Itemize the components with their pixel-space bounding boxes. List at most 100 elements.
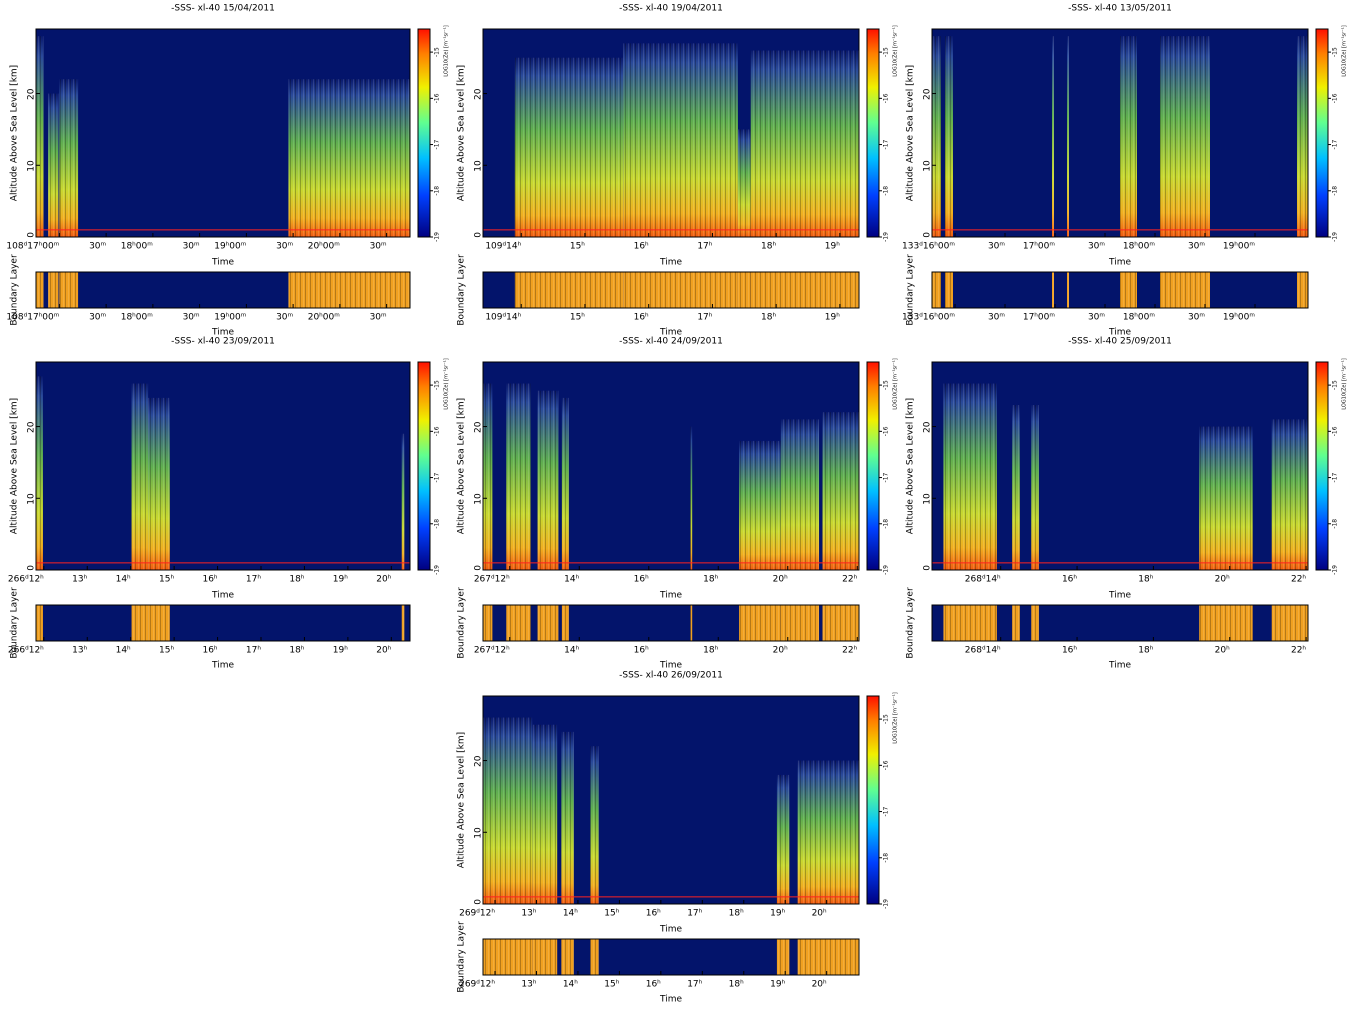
panel-title: -SSS- xl-40 25/09/2011 — [1068, 337, 1172, 347]
y-axis-label: Altitude Above Sea Level [km] — [906, 65, 916, 201]
colorbar-tick-label: -17 — [883, 139, 890, 149]
strip-x-tick-label: 266ᵈ12ʰ — [8, 646, 44, 656]
panel-title: -SSS- xl-40 24/09/2011 — [619, 337, 723, 347]
colorbar-tick-label: -17 — [434, 472, 441, 482]
colorbar-label: LOG10(Ze) [m⁻¹sr⁻¹] — [893, 358, 899, 410]
panel-title: -SSS- xl-40 19/04/2011 — [619, 4, 723, 14]
echo-texture — [738, 129, 751, 237]
strip-x-tick-label: 18ʰ — [703, 646, 718, 656]
y-tick-label: 0 — [923, 232, 933, 238]
x-tick-label: 18ʰ — [761, 242, 776, 252]
colorbar-tick-label: -15 — [434, 47, 441, 57]
x-tick-label: 16ʰ — [634, 575, 649, 585]
strip-x-tick-label: 20ʰ — [812, 980, 827, 990]
strip-x-tick-label: 22ʰ — [842, 646, 857, 656]
colorbar — [867, 696, 879, 904]
strip-x-tick-label: 16ʰ — [202, 646, 217, 656]
panel-title: -SSS- xl-40 13/05/2011 — [1068, 4, 1172, 14]
strip-x-tick-label: 30ᵐ — [183, 313, 200, 323]
boundary-texture — [798, 939, 859, 975]
strip-x-tick-label: 15ʰ — [604, 980, 619, 990]
y-axis-label: Altitude Above Sea Level [km] — [457, 398, 467, 534]
colorbar-label: LOG10(Ze) [m⁻¹sr⁻¹] — [1342, 25, 1348, 77]
colorbar-label: LOG10(Ze) [m⁻¹sr⁻¹] — [893, 692, 899, 744]
y-tick-label: 10 — [474, 827, 484, 839]
colorbar-tick-label: -16 — [883, 93, 890, 103]
colorbar-tick-label: -18 — [434, 519, 441, 529]
echo-texture — [132, 384, 149, 570]
strip-x-tick-label: 13ʰ — [521, 980, 536, 990]
x-tick-label: 15ʰ — [570, 242, 585, 252]
x-tick-label: 30ᵐ — [370, 242, 387, 252]
x-axis-label: Time — [659, 258, 682, 268]
strip-x-tick-label: 18ʰ00ᵐ — [121, 313, 154, 323]
boundary-texture — [751, 272, 859, 308]
echo-texture — [483, 718, 532, 904]
panel: -SSS- xl-40 24/09/201101020Altitude Abov… — [457, 337, 899, 671]
colorbar-tick-label: -18 — [1332, 186, 1339, 196]
colorbar-tick-label: -15 — [1332, 47, 1339, 57]
colorbar-tick-label: -19 — [1332, 232, 1339, 242]
y-tick-label: 20 — [27, 88, 37, 100]
panel-title: -SSS- xl-40 26/09/2011 — [619, 671, 723, 681]
boundary-texture — [690, 605, 692, 641]
echo-texture — [515, 58, 623, 237]
strip-x-tick-label: 15ʰ — [159, 646, 174, 656]
strip-x-axis-label: Time — [1108, 661, 1131, 671]
strip-x-tick-label: 19ʰ00ᵐ — [214, 313, 247, 323]
colorbar-tick-label: -18 — [1332, 519, 1339, 529]
strip-y-label: Boundary Layer — [457, 587, 467, 659]
y-tick-label: 10 — [474, 493, 484, 505]
x-tick-label: 18ʰ00ᵐ — [1123, 242, 1156, 252]
strip-x-tick-label: 14ʰ — [116, 646, 131, 656]
echo-texture — [1297, 36, 1308, 237]
y-axis-label: Altitude Above Sea Level [km] — [10, 398, 20, 534]
echo-texture — [1199, 427, 1252, 570]
echo-texture — [1272, 419, 1308, 570]
x-tick-label: 108ᵈ17ʰ00ᵐ — [6, 242, 59, 252]
boundary-texture — [515, 272, 623, 308]
panel-title: -SSS- xl-40 23/09/2011 — [171, 337, 275, 347]
x-tick-label: 17ʰ00ᵐ — [1023, 242, 1056, 252]
echo-texture — [506, 384, 530, 570]
y-tick-label: 0 — [474, 899, 484, 905]
y-axis-label: Altitude Above Sea Level [km] — [10, 65, 20, 201]
boundary-texture — [1067, 272, 1069, 308]
x-tick-label: 14ʰ — [564, 575, 579, 585]
colorbar-tick-label: -19 — [434, 565, 441, 575]
x-tick-label: 20ʰ — [812, 909, 827, 919]
boundary-texture — [1297, 272, 1308, 308]
colorbar-tick-label: -19 — [434, 232, 441, 242]
colorbar-tick-label: -18 — [434, 186, 441, 196]
strip-x-tick-label: 268ᵈ14ʰ — [965, 646, 1001, 656]
colorbar-tick-label: -16 — [883, 760, 890, 770]
strip-x-tick-label: 30ᵐ — [1188, 313, 1205, 323]
boundary-texture — [1199, 605, 1252, 641]
x-tick-label: 19ʰ00ᵐ — [214, 242, 247, 252]
x-tick-label: 14ʰ — [116, 575, 131, 585]
colorbar-tick-label: -18 — [883, 853, 890, 863]
x-tick-label: 266ᵈ12ʰ — [8, 575, 44, 585]
x-tick-label: 17ʰ — [687, 909, 702, 919]
strip-x-tick-label: 269ᵈ12ʰ — [459, 980, 495, 990]
strip-x-tick-label: 17ʰ00ᵐ — [1023, 313, 1056, 323]
colorbar-tick-label: -17 — [883, 806, 890, 816]
echo-texture — [823, 412, 859, 570]
strip-x-tick-label: 109ᵈ14ʰ — [485, 313, 521, 323]
echo-texture — [483, 384, 492, 570]
colorbar — [418, 362, 430, 570]
strip-x-tick-label: 17ʰ — [697, 313, 712, 323]
plot-area — [36, 362, 410, 570]
echo-texture — [623, 43, 738, 237]
y-tick-label: 0 — [474, 565, 484, 571]
boundary-texture — [932, 272, 941, 308]
colorbar-tick-label: -19 — [883, 899, 890, 909]
boundary-texture — [562, 605, 569, 641]
colorbar — [867, 362, 879, 570]
strip-x-tick-label: 22ʰ — [1291, 646, 1306, 656]
boundary-texture — [36, 272, 43, 308]
boundary-texture — [1012, 605, 1020, 641]
echo-texture — [36, 36, 43, 237]
colorbar-tick-label: -16 — [434, 93, 441, 103]
y-tick-label: 10 — [27, 160, 37, 172]
